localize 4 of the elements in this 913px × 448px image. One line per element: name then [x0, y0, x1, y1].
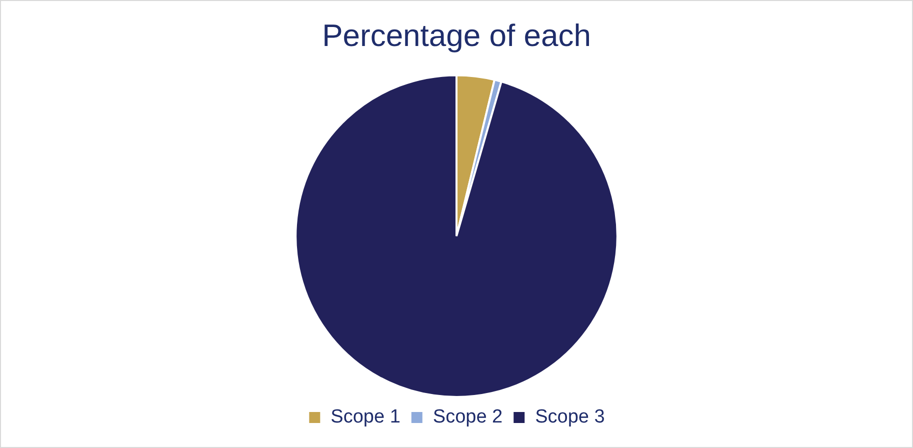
chart-title: Percentage of each: [322, 18, 591, 54]
legend-label: Scope 2: [432, 406, 503, 428]
legend-label: Scope 3: [535, 406, 605, 428]
legend-label: Scope 1: [330, 406, 400, 428]
